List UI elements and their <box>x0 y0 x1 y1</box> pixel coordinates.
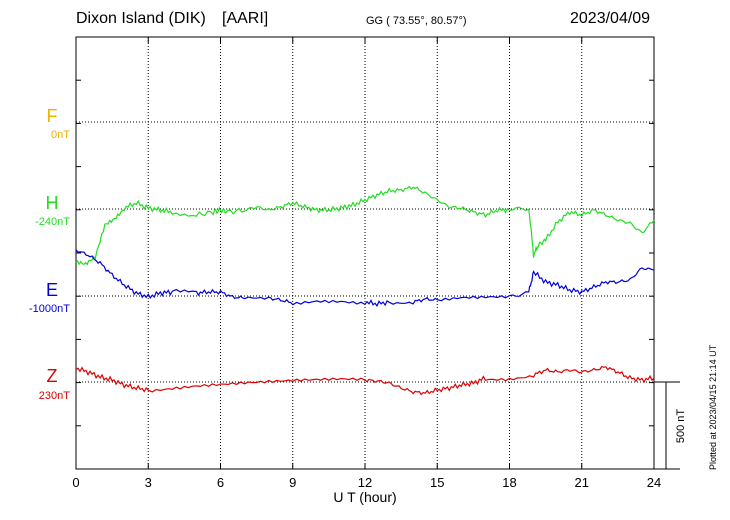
x-tick-label: 21 <box>575 475 589 490</box>
x-tick-label: 3 <box>145 475 152 490</box>
grid <box>76 37 654 469</box>
channel-name-e: E <box>45 280 58 300</box>
channel-baseline-h: -240nT <box>35 216 70 228</box>
series-lines <box>75 185 655 396</box>
x-tick-label: 15 <box>430 475 444 490</box>
series-h <box>75 185 655 266</box>
date-label: 2023/04/09 <box>570 10 651 27</box>
channel-name-h: H <box>45 193 59 213</box>
x-tick-label: 18 <box>502 475 516 490</box>
channel-name-z: Z <box>46 366 58 386</box>
x-axis-ticks: 0 3 6 9 12 15 18 21 24 <box>72 37 661 490</box>
x-tick-label: 9 <box>289 475 296 490</box>
series-z <box>75 365 655 396</box>
series-e <box>75 249 655 308</box>
channel-baseline-z: 230nT <box>38 390 70 402</box>
channel-baseline-e: -1000nT <box>29 303 70 315</box>
channel-baseline-f: 0nT <box>51 129 70 141</box>
x-tick-label: 24 <box>647 475 661 490</box>
station-title: Dixon Island (DIK) <box>76 10 206 27</box>
x-tick-label: 12 <box>358 475 372 490</box>
scale-bar: 500 nT <box>654 381 687 470</box>
institute-label: [AARI] <box>222 10 269 27</box>
x-axis-label: U T (hour) <box>333 489 396 505</box>
channel-name-f: F <box>46 106 58 126</box>
coordinates-label: GG ( 73.55°, 80.57°) <box>366 15 467 27</box>
scale-bar-label: 500 nT <box>675 409 687 444</box>
x-tick-label: 0 <box>72 475 79 490</box>
x-tick-label: 6 <box>217 475 224 490</box>
